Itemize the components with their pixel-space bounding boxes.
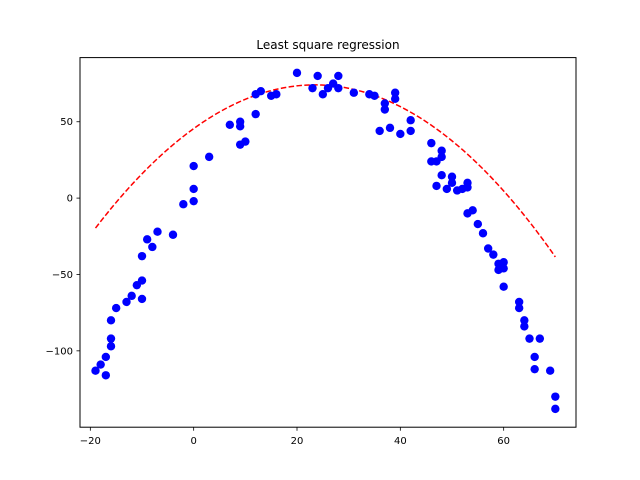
data-point <box>468 206 477 215</box>
data-point <box>390 94 400 104</box>
axes-frame <box>79 57 577 428</box>
data-point <box>148 242 157 252</box>
data-point <box>406 126 415 136</box>
data-point <box>153 227 162 236</box>
data-point <box>380 99 390 108</box>
data-point <box>463 183 472 192</box>
data-point <box>272 90 281 99</box>
y-tick-label: −100 <box>46 346 73 357</box>
data-point <box>483 244 493 253</box>
data-point <box>489 250 498 259</box>
data-point <box>349 88 359 97</box>
y-tick-label: 0 <box>67 194 73 205</box>
data-point <box>545 366 555 375</box>
data-point <box>478 229 488 238</box>
data-point <box>137 251 147 261</box>
data-point <box>189 184 198 194</box>
data-point <box>318 90 328 99</box>
data-point <box>137 294 147 304</box>
data-point <box>535 334 545 343</box>
data-point <box>189 161 198 171</box>
data-point <box>292 68 302 78</box>
data-point <box>396 129 405 139</box>
data-point <box>111 303 121 313</box>
data-point <box>427 138 436 148</box>
data-point <box>313 71 322 81</box>
data-point <box>334 83 343 93</box>
data-point <box>241 137 250 146</box>
data-point <box>96 360 105 369</box>
x-tick-label: −20 <box>80 436 101 447</box>
data-point <box>225 120 235 129</box>
data-point <box>514 297 524 307</box>
data-point <box>137 276 147 285</box>
data-point <box>525 334 534 343</box>
data-point <box>437 146 446 155</box>
data-point <box>106 342 116 351</box>
y-tick-label: 50 <box>60 117 73 128</box>
data-point <box>370 91 379 100</box>
x-tick-label: 40 <box>394 436 407 447</box>
data-point <box>437 171 446 180</box>
data-point <box>530 352 539 362</box>
data-point <box>473 219 483 229</box>
data-point <box>101 352 111 362</box>
x-tick-label: 20 <box>291 436 304 447</box>
data-point <box>447 178 457 188</box>
data-point <box>530 364 539 374</box>
data-point <box>447 172 457 181</box>
data-point <box>437 152 446 162</box>
data-point <box>551 392 560 401</box>
data-point <box>406 116 415 125</box>
data-point <box>235 117 245 126</box>
data-point <box>106 334 116 343</box>
data-point <box>520 322 529 331</box>
y-axis: −100 −50 0 50 <box>46 117 80 357</box>
data-point <box>334 71 343 81</box>
y-tick-label: −50 <box>52 270 73 281</box>
plot-area <box>91 68 560 414</box>
data-point <box>127 291 136 301</box>
x-tick-label: 0 <box>190 436 196 447</box>
data-point <box>256 87 266 96</box>
data-point <box>101 371 111 380</box>
data-point <box>514 303 524 313</box>
data-point <box>499 264 508 273</box>
data-point <box>91 366 100 375</box>
data-point <box>432 181 441 191</box>
data-point <box>308 83 317 93</box>
data-point <box>551 404 560 414</box>
data-point <box>375 126 384 136</box>
data-point <box>106 316 116 325</box>
data-point <box>499 258 508 267</box>
data-point <box>520 316 529 325</box>
data-point <box>189 196 198 206</box>
data-point <box>142 235 152 244</box>
x-tick-label: 60 <box>497 436 510 447</box>
data-point <box>122 297 131 307</box>
chart-title: Least square regression <box>256 38 399 52</box>
data-point <box>251 109 260 119</box>
data-point <box>179 200 188 209</box>
data-point <box>385 123 395 133</box>
data-point <box>204 152 214 162</box>
data-point <box>380 105 390 114</box>
data-point <box>168 230 178 239</box>
data-point <box>390 88 400 97</box>
data-point <box>442 184 452 194</box>
x-axis: −20 0 20 40 60 <box>80 427 510 447</box>
data-point <box>499 282 508 291</box>
